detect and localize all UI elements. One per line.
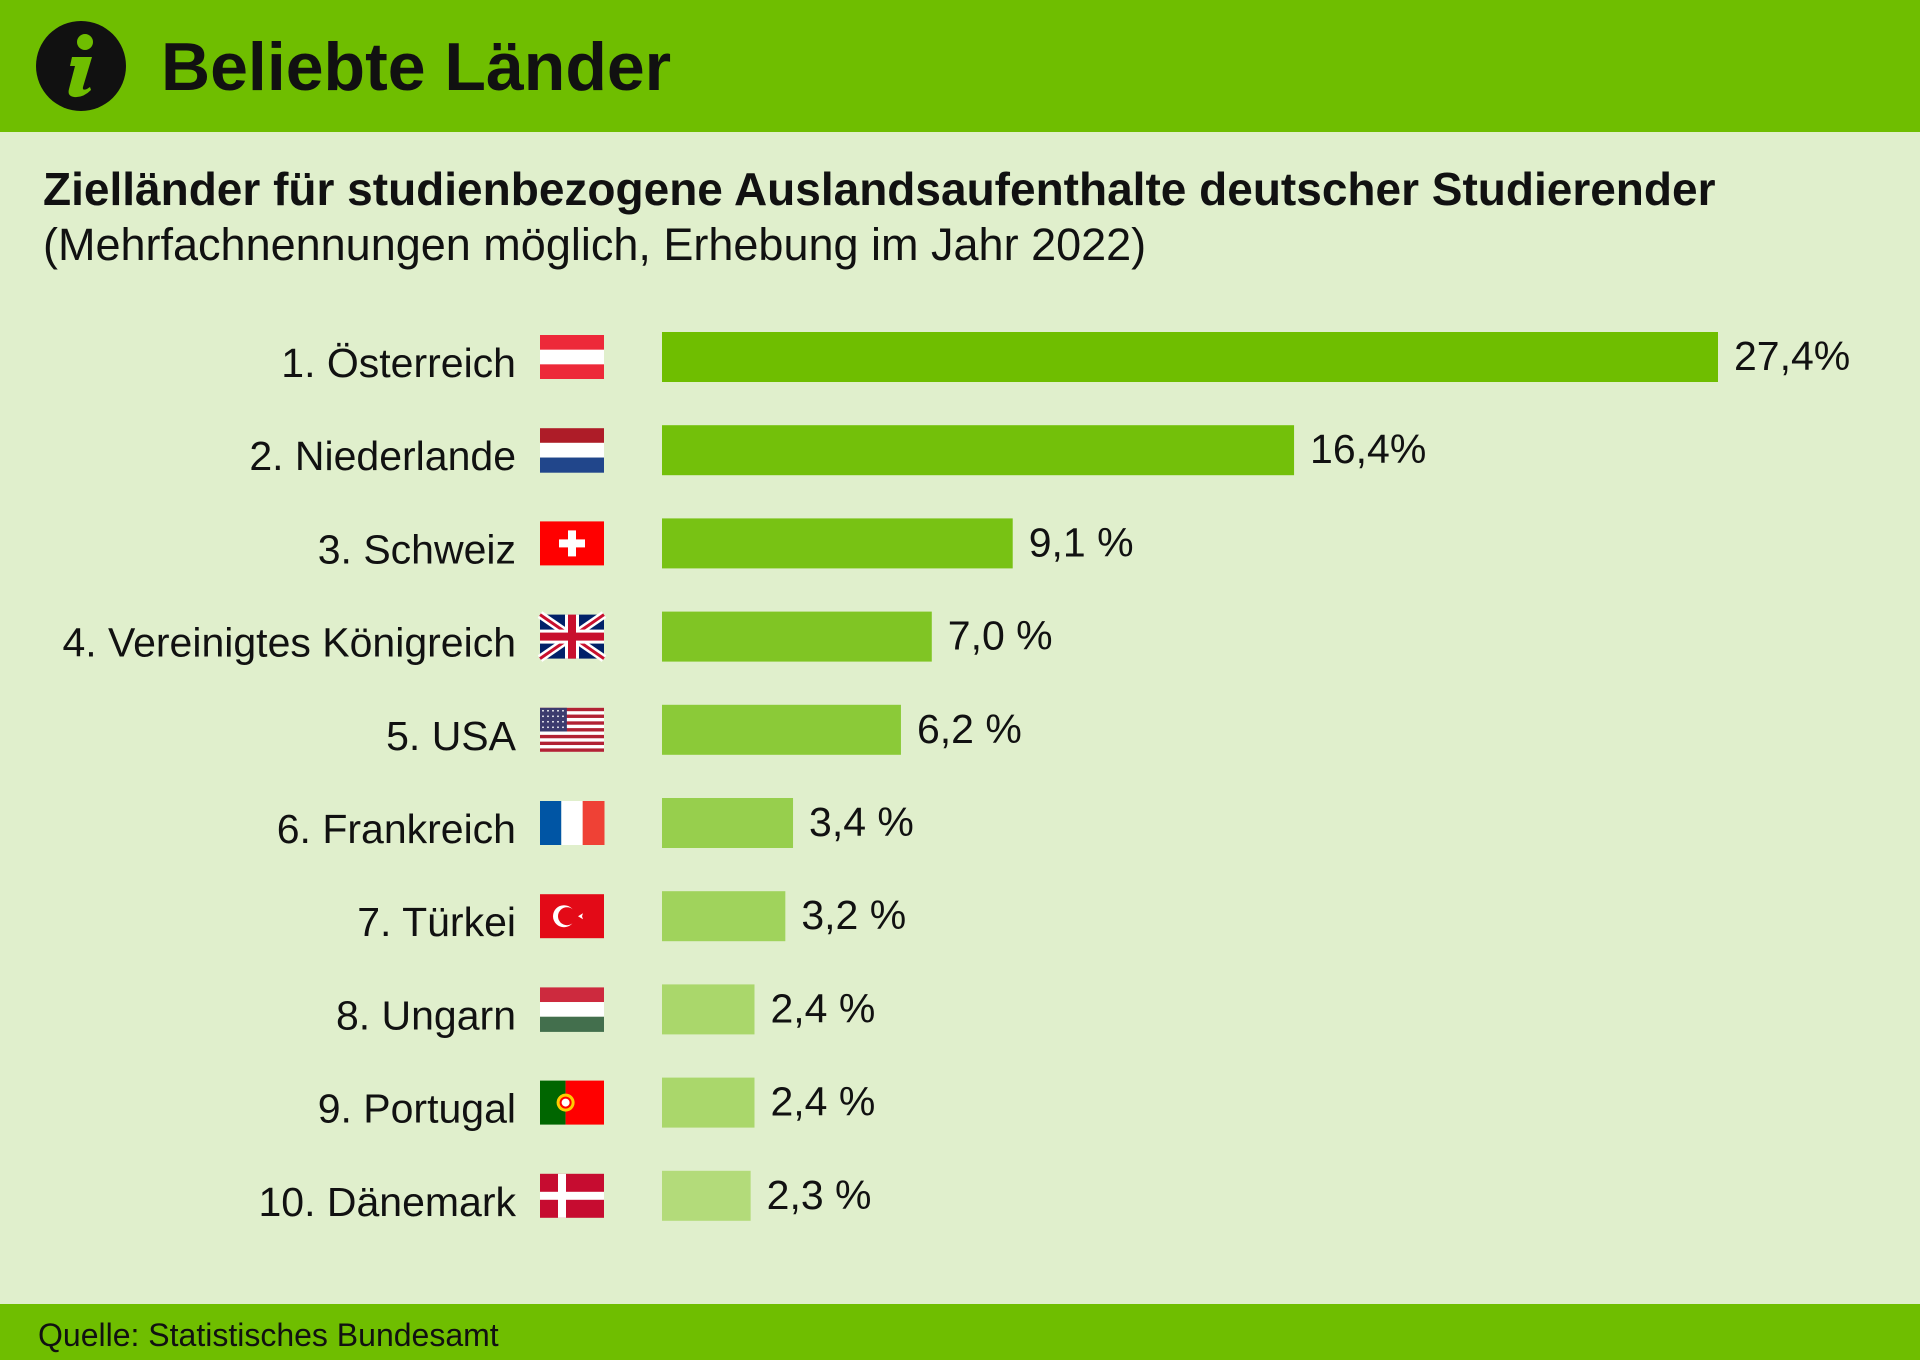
category-label: 8. Ungarn <box>336 992 516 1038</box>
value-label: 3,4 % <box>809 799 914 845</box>
turkey-flag-icon <box>540 894 604 939</box>
bar-chart: 1. Österreich 27,4% 2. Niederlande 16,4% 3. … <box>62 332 1850 1225</box>
netherlands-flag-icon <box>540 428 604 473</box>
info-icon <box>36 21 126 111</box>
bar <box>662 425 1295 476</box>
hungary-flag-icon <box>540 987 604 1032</box>
chart-subtitle: (Mehrfachnennungen möglich, Erhebung im … <box>43 219 1147 270</box>
chart-title: Zielländer für studienbezogene Auslandsa… <box>43 163 1716 215</box>
category-label: 6. Frankreich <box>277 806 516 852</box>
bar <box>662 798 794 848</box>
category-label: 2. Niederlande <box>249 433 516 479</box>
uk-flag-icon <box>537 611 607 662</box>
category-label: 4. Vereinigtes Königreich <box>62 620 516 666</box>
value-label: 2,4 % <box>770 985 875 1031</box>
bar <box>662 984 755 1035</box>
bar <box>662 518 1013 569</box>
denmark-flag-icon <box>540 1173 604 1218</box>
bar <box>662 704 901 755</box>
austria-flag-icon <box>540 335 604 379</box>
header-bar: Beliebte Länder <box>0 0 1920 132</box>
switzerland-flag-icon <box>540 521 604 566</box>
bar <box>662 611 932 662</box>
category-label: 1. Österreich <box>281 340 516 386</box>
footer-bar: Quelle: Statistisches Bundesamt <box>0 1304 1920 1360</box>
value-label: 9,1 % <box>1029 519 1134 565</box>
bar <box>662 891 786 942</box>
value-label: 2,4 % <box>770 1079 875 1125</box>
bar <box>662 1170 751 1221</box>
value-label: 7,0 % <box>948 613 1053 659</box>
usa-flag-icon <box>540 707 604 752</box>
category-label: 3. Schweiz <box>318 526 516 572</box>
portugal-flag-icon <box>540 1080 604 1125</box>
source-note: Quelle: Statistisches Bundesamt <box>38 1317 499 1353</box>
category-label: 5. USA <box>386 713 517 759</box>
category-label: 10. Dänemark <box>258 1179 516 1225</box>
value-label: 6,2 % <box>917 706 1022 752</box>
france-flag-icon <box>540 801 605 845</box>
value-label: 16,4% <box>1310 426 1426 472</box>
category-label: 7. Türkei <box>357 899 516 945</box>
header-title: Beliebte Länder <box>161 29 672 105</box>
value-label: 27,4% <box>1734 333 1850 379</box>
value-label: 2,3 % <box>767 1172 872 1218</box>
bar <box>662 1077 755 1128</box>
bar <box>662 332 1718 382</box>
value-label: 3,2 % <box>801 892 906 938</box>
category-label: 9. Portugal <box>318 1086 516 1132</box>
